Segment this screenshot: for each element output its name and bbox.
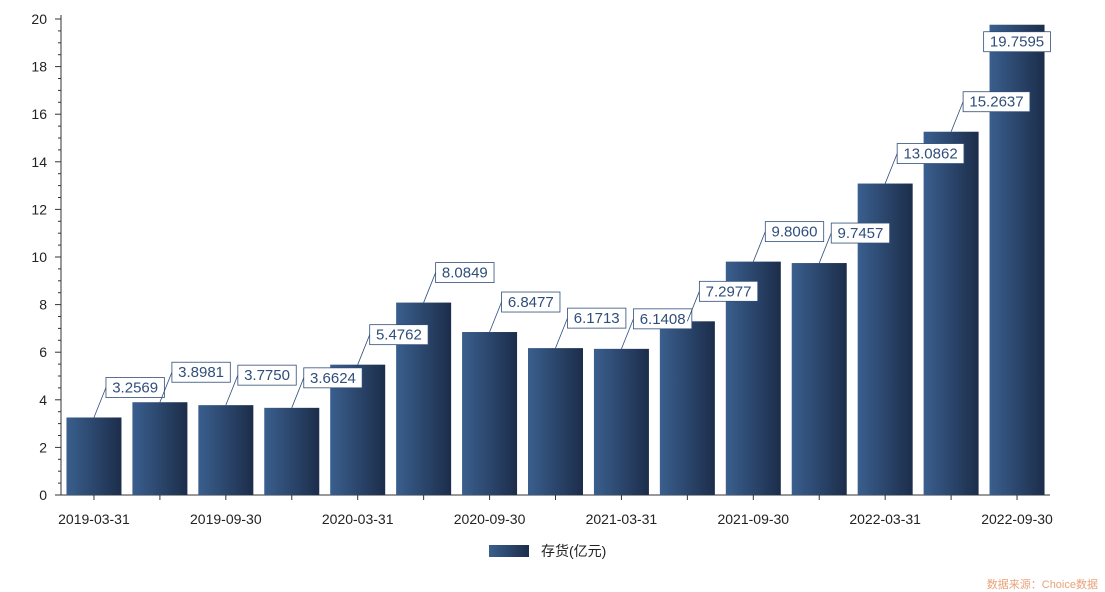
y-tick-label: 4 — [39, 392, 47, 408]
data-label: 6.1713 — [574, 310, 620, 327]
data-label-box — [435, 262, 495, 283]
bar[interactable] — [198, 405, 254, 495]
label-leader-line — [752, 231, 766, 262]
data-label-box — [369, 324, 429, 346]
data-label: 7.2977 — [706, 283, 752, 300]
data-label: 5.4762 — [376, 327, 422, 344]
data-label: 3.2569 — [112, 379, 158, 396]
label-leader-line — [159, 372, 173, 403]
y-tick-label: 0 — [39, 487, 47, 503]
data-label: 3.7750 — [244, 367, 290, 384]
data-label-box — [237, 364, 297, 386]
data-label: 15.2637 — [969, 94, 1023, 111]
data-label-box — [698, 280, 759, 302]
label-leader-line — [818, 232, 832, 264]
data-label-box — [171, 361, 231, 383]
x-tick-label: 2022-03-31 — [849, 511, 921, 527]
y-tick-label: 12 — [31, 201, 47, 217]
label-leader-line — [621, 318, 634, 349]
bar[interactable] — [132, 402, 188, 495]
x-tick-label: 2022-09-30 — [981, 511, 1053, 527]
x-tick-label: 2021-09-30 — [717, 511, 789, 527]
x-axis: 2019-03-31 2019-09-30 2020-03-31 2020-09-30… — [58, 494, 1053, 527]
data-label-box — [983, 31, 1051, 53]
x-tick-label: 2019-09-30 — [190, 511, 262, 527]
bar[interactable] — [593, 348, 649, 495]
bar[interactable] — [791, 263, 847, 495]
y-tick-label: 14 — [31, 154, 47, 170]
bar[interactable] — [528, 348, 583, 495]
label-leader-line — [225, 375, 239, 406]
x-tick-label: 2020-03-31 — [322, 511, 394, 527]
label-leader-line — [884, 153, 898, 184]
data-label-box — [501, 291, 561, 313]
x-tick-label: 2020-09-30 — [454, 511, 526, 527]
y-tick-label: 16 — [31, 106, 47, 122]
data-label-box — [633, 308, 693, 330]
y-tick-label: 6 — [39, 344, 47, 360]
bar-series — [66, 24, 1045, 495]
source-note: 数据来源：Choice数据 — [987, 577, 1098, 591]
data-label-box — [303, 367, 363, 389]
data-label: 8.0849 — [442, 265, 488, 282]
bar[interactable] — [659, 321, 715, 495]
label-leader-line — [686, 291, 700, 322]
bar[interactable] — [923, 131, 979, 495]
data-label: 3.6624 — [310, 370, 356, 387]
y-tick-label: 18 — [31, 59, 47, 75]
x-tick-label: 2019-03-31 — [58, 511, 130, 527]
label-leader-line — [489, 301, 502, 333]
data-label-box — [830, 222, 891, 244]
data-label-box — [962, 91, 1031, 113]
bar[interactable] — [462, 332, 518, 495]
data-label-box — [764, 221, 825, 243]
y-tick-label: 2 — [39, 439, 47, 455]
legend[interactable]: 存货(亿元) — [489, 543, 606, 559]
data-label: 9.7457 — [837, 225, 883, 242]
data-label-box — [567, 307, 627, 329]
bar[interactable] — [264, 407, 320, 495]
data-label: 9.8060 — [772, 224, 818, 241]
legend-label[interactable]: 存货(亿元) — [541, 543, 606, 559]
data-label-box — [105, 377, 165, 398]
label-leader-line — [291, 377, 305, 408]
bar[interactable] — [66, 417, 122, 495]
y-axis: 0 2 4 6 8 10 12 14 16 18 20 — [31, 11, 62, 503]
x-tick-label: 2021-03-31 — [586, 511, 658, 527]
data-label: 6.1408 — [640, 311, 686, 328]
label-leader-line — [93, 387, 107, 418]
data-label: 6.8477 — [508, 294, 554, 311]
data-labels: 3.2569 3.8981 3.7750 3.6624 5.4762 8.0849 6.84… — [93, 31, 1051, 418]
label-leader-line — [950, 101, 964, 132]
label-leader-line — [357, 334, 371, 365]
label-leader-line — [555, 317, 568, 349]
y-tick-label: 10 — [31, 249, 47, 265]
label-leader-line — [423, 272, 437, 303]
legend-swatch[interactable] — [489, 545, 529, 557]
data-label: 3.8981 — [178, 364, 224, 381]
data-label: 13.0862 — [903, 146, 957, 163]
y-tick-label: 8 — [39, 297, 47, 313]
data-label: 19.7595 — [990, 34, 1044, 51]
y-tick-label: 20 — [31, 11, 47, 27]
data-label-box — [896, 143, 965, 164]
